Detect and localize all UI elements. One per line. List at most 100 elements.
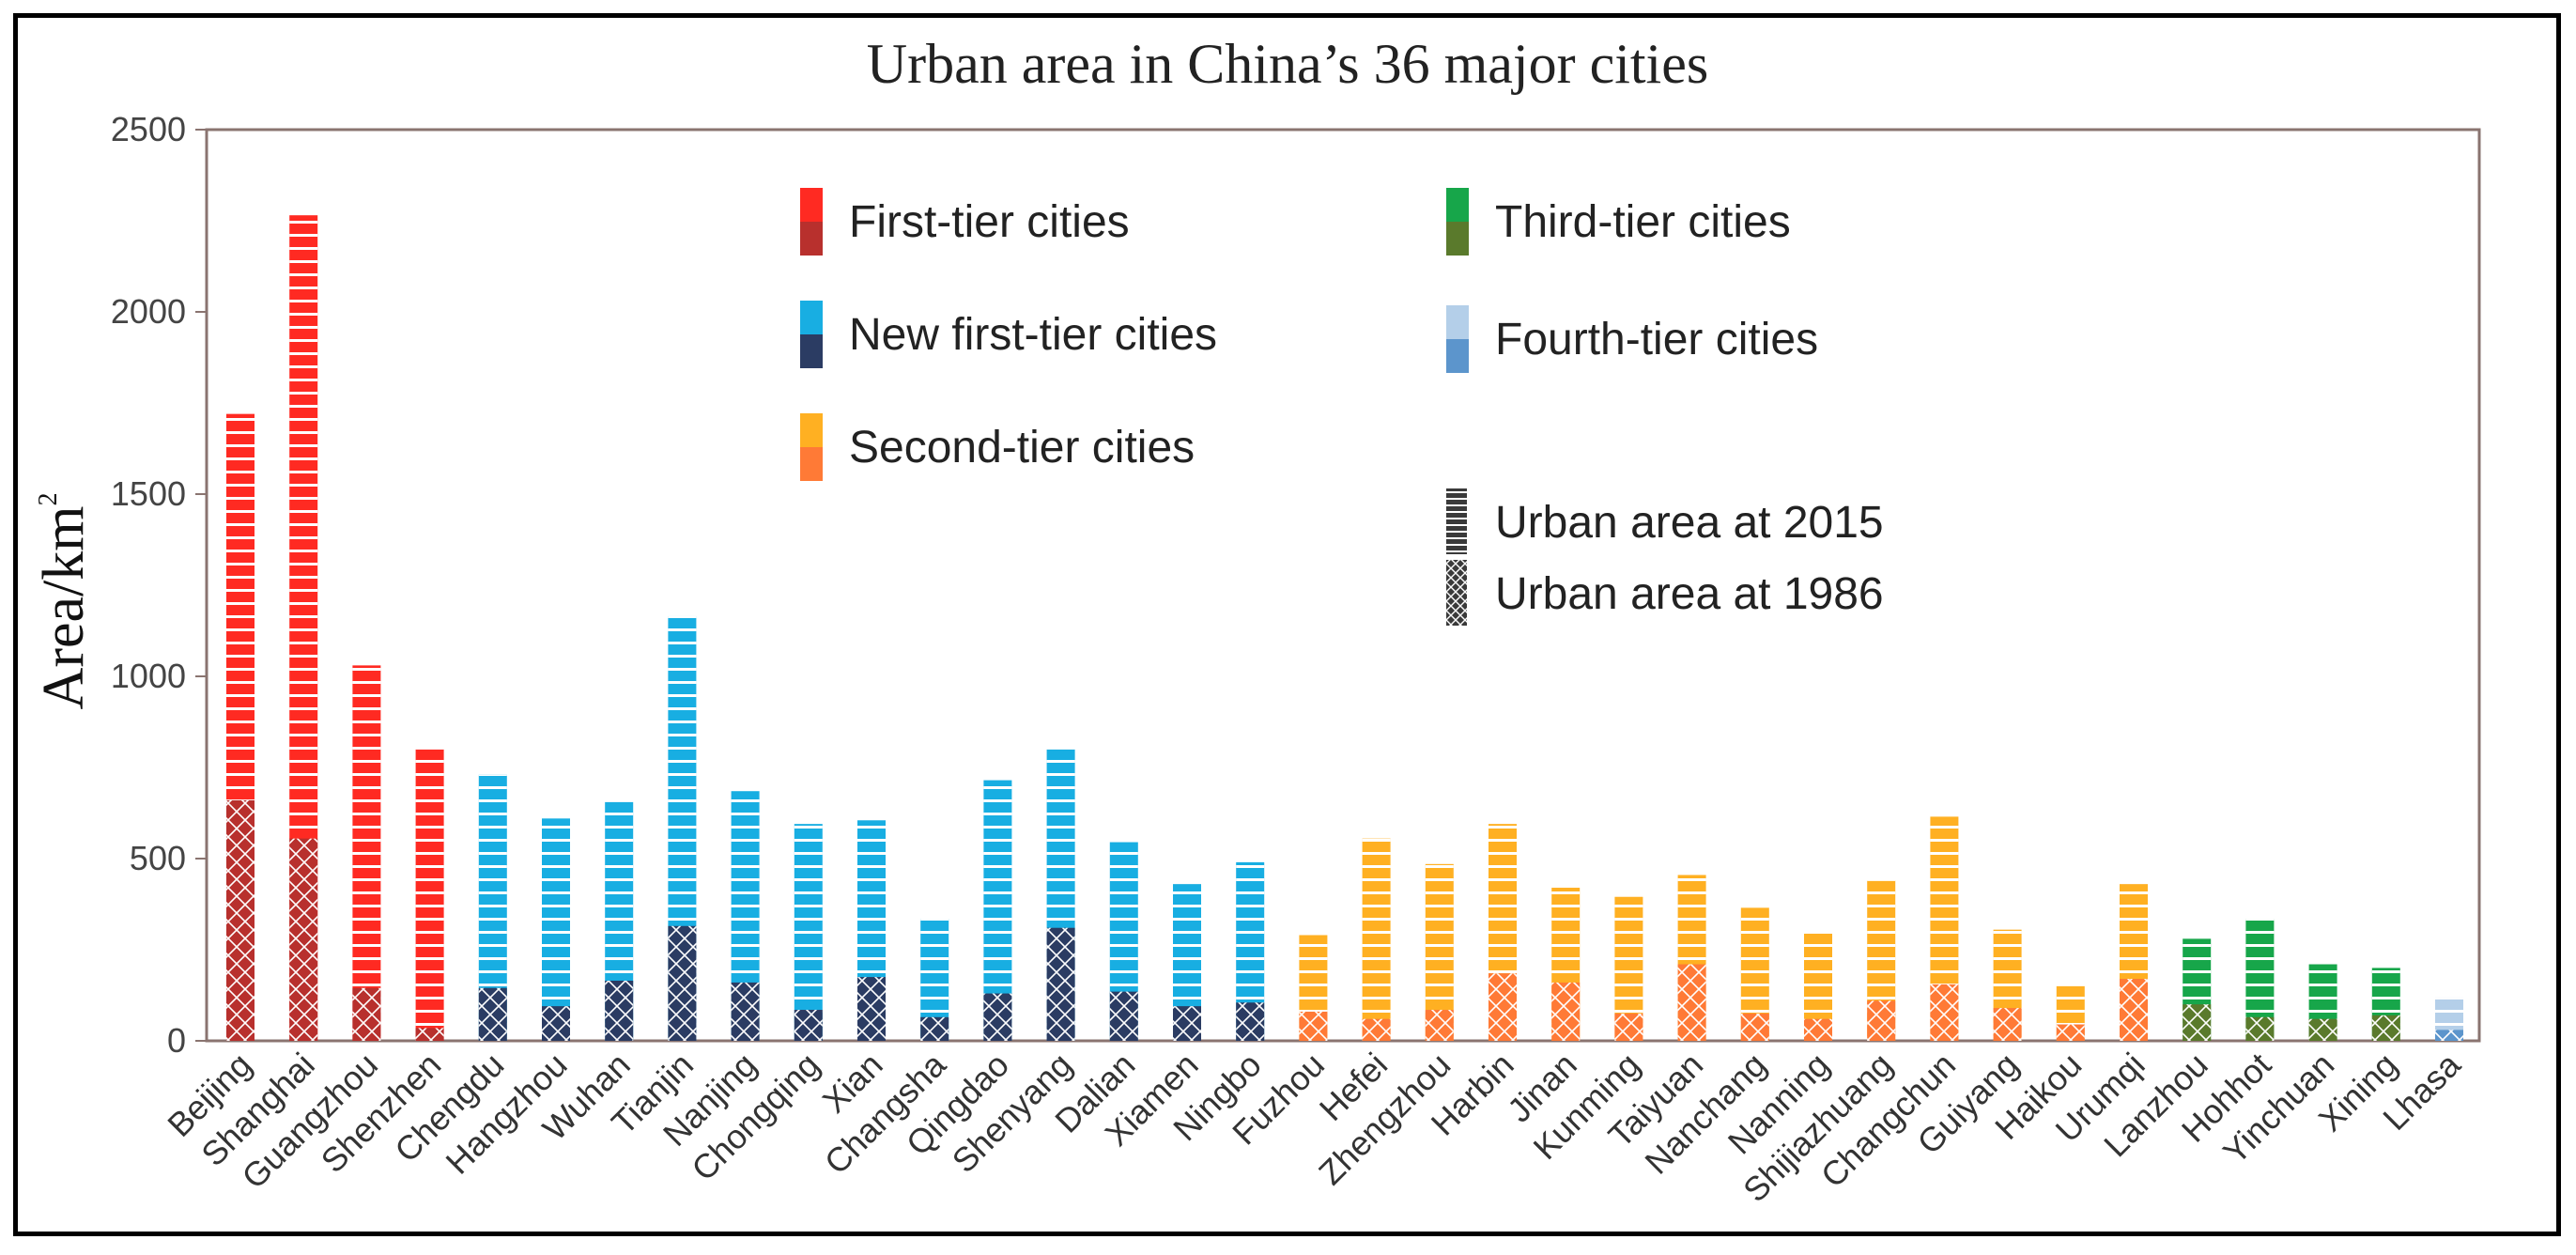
legend-label-newfirst: New first-tier cities <box>849 310 1217 360</box>
bar-1986-pattern <box>1109 991 1138 1041</box>
bar-nanning <box>1804 933 1832 1041</box>
bar-changsha <box>920 919 949 1041</box>
bar-1986-pattern <box>2183 1004 2212 1041</box>
y-tick-label: 1000 <box>111 657 186 695</box>
bar-jinan <box>1551 888 1581 1041</box>
bar-shenzhen <box>415 749 444 1041</box>
bar-1986-pattern <box>605 980 634 1041</box>
bar-1986-pattern <box>1236 1002 1265 1041</box>
bar-1986-pattern <box>2245 1016 2275 1041</box>
bar-1986-pattern <box>1930 984 1959 1041</box>
y-axis-ticks: 0 500 1000 1500 2000 2500 <box>111 110 207 1060</box>
y-tick-label: 500 <box>130 839 186 877</box>
bar-qingdao <box>983 780 1012 1041</box>
bar-1986-pattern <box>857 977 886 1041</box>
y-tick-label: 2500 <box>111 110 186 148</box>
legend-label-pattern-2015: Urban area at 2015 <box>1495 498 1884 548</box>
bar-1986-pattern <box>1614 1013 1643 1041</box>
bar-hohhot <box>2245 919 2275 1041</box>
bar-changchun <box>1930 816 1959 1041</box>
bar-1986-pattern <box>1677 964 1706 1041</box>
chart-title: Urban area in China’s 36 major cities <box>867 33 1708 95</box>
bar-1986-pattern <box>920 1016 949 1041</box>
bar-tianjin <box>668 615 697 1041</box>
y-axis-label-superscript: 2 <box>34 493 63 506</box>
legend-swatch-2015 <box>800 188 823 222</box>
legend-swatch-1986 <box>800 334 823 368</box>
bar-xining <box>2371 968 2400 1041</box>
bar-shenyang <box>1046 749 1075 1041</box>
bar-1986-pattern <box>2056 1024 2085 1041</box>
bar-xian <box>857 820 886 1041</box>
legend-swatch-2015 <box>800 301 823 334</box>
legend-swatch-1986 <box>800 222 823 256</box>
bar-taiyuan <box>1677 875 1706 1041</box>
bar-2015-pattern <box>542 818 570 1041</box>
bar-lhasa <box>2435 997 2463 1041</box>
bar-1986-pattern <box>1425 1010 1454 1041</box>
legend-swatch-2015 <box>1446 305 1469 339</box>
legend-pattern-overlay <box>1446 560 1467 626</box>
legend-item-third: Third-tier cities <box>1446 188 1791 256</box>
bar-ningbo <box>1236 861 1265 1041</box>
legend-swatch-1986 <box>1446 339 1469 373</box>
bar-1986-pattern <box>478 987 507 1041</box>
bar-1986-pattern <box>542 1006 570 1041</box>
bar-1986-pattern <box>1489 973 1517 1041</box>
bar-1986-pattern <box>1299 1011 1328 1041</box>
bar-urumqi <box>2120 884 2148 1041</box>
bar-1986-pattern <box>1362 1018 1391 1041</box>
y-tick-label: 0 <box>167 1021 186 1060</box>
bar-beijing <box>226 413 255 1041</box>
bar-1986-pattern <box>415 1028 444 1041</box>
bar-2015-pattern <box>794 824 823 1041</box>
bar-1986-pattern <box>731 982 760 1041</box>
bar-1986-pattern <box>1993 1008 2022 1041</box>
legend-label-pattern-1986: Urban area at 1986 <box>1495 569 1884 619</box>
legend-swatch-1986 <box>800 447 823 481</box>
bar-harbin <box>1489 824 1517 1041</box>
bar-1986-pattern <box>1804 1018 1832 1041</box>
legend-label-second: Second-tier cities <box>849 423 1195 473</box>
bar-1986-pattern <box>1740 1013 1769 1041</box>
bar-yinchuan <box>2308 964 2337 1041</box>
bar-dalian <box>1109 842 1138 1041</box>
bar-1986-pattern <box>2371 1015 2400 1041</box>
legend-label-third: Third-tier cities <box>1495 197 1791 247</box>
legend-pattern-overlay <box>1446 488 1467 554</box>
bar-shijiazhuang <box>1867 880 1896 1041</box>
bar-lanzhou <box>2183 938 2212 1041</box>
bar-fuzhou <box>1299 935 1328 1041</box>
legend-item-second: Second-tier cities <box>800 413 1195 481</box>
y-axis-label-text: Area/km <box>32 506 96 710</box>
x-axis-ticks: BeijingShanghaiGuangzhouShenzhenChengduH… <box>160 1045 2468 1209</box>
bar-haikou <box>2056 985 2085 1041</box>
bar-1986-pattern <box>352 987 381 1041</box>
bar-guangzhou <box>352 665 381 1041</box>
legend-item-newfirst: New first-tier cities <box>800 301 1217 368</box>
bar-1986-pattern <box>1867 1000 1896 1041</box>
bar-1986-pattern <box>2120 979 2148 1041</box>
legend-swatch-1986 <box>1446 222 1469 256</box>
bar-1986-pattern <box>1046 927 1075 1041</box>
y-tick-label: 1500 <box>111 474 186 513</box>
y-axis-label: Area/km2 <box>32 493 96 710</box>
bar-1986-pattern <box>2308 1018 2337 1041</box>
bar-wuhan <box>605 801 634 1041</box>
bar-zhengzhou <box>1425 863 1454 1041</box>
bar-chongqing <box>794 824 823 1041</box>
bar-hefei <box>1362 838 1391 1041</box>
bar-guiyang <box>1993 929 2022 1041</box>
bar-hangzhou <box>542 818 570 1041</box>
bar-nanjing <box>731 791 760 1041</box>
bar-chengdu <box>478 774 507 1041</box>
bar-2015-pattern <box>415 749 444 1041</box>
y-tick-label: 2000 <box>111 292 186 331</box>
bar-nanchang <box>1740 907 1769 1041</box>
bar-2015-pattern <box>1362 838 1391 1041</box>
bar-1986-pattern <box>1551 982 1581 1041</box>
bar-shanghai <box>289 215 318 1041</box>
bar-kunming <box>1614 896 1643 1041</box>
bar-2015-pattern <box>352 665 381 1041</box>
bar-xiamen <box>1173 884 1201 1041</box>
